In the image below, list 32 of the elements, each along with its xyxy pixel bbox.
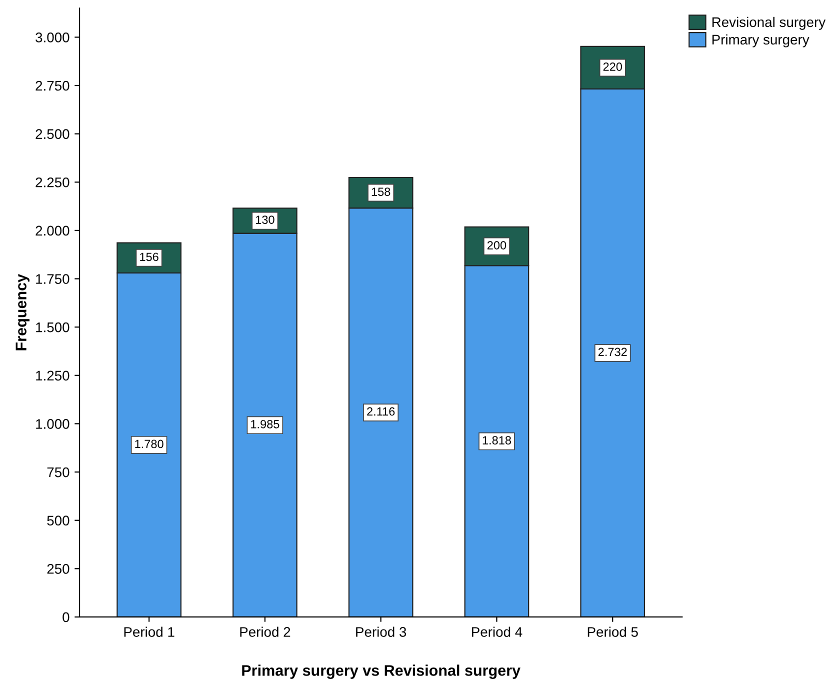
data-label: 200: [487, 241, 506, 250]
y-tick-label: 750: [47, 467, 70, 478]
x-tick-label: Period 3: [356, 626, 406, 637]
y-tick-label: 2.750: [36, 80, 70, 91]
data-label: 1.818: [482, 436, 511, 444]
y-tick-label: 1.750: [36, 274, 70, 284]
y-axis-title: Frequency: [16, 274, 30, 350]
y-tick-label: 250: [47, 564, 70, 574]
y-tick-label: 3.000: [36, 32, 70, 42]
data-label: 2.732: [598, 348, 627, 356]
data-label: 2.116: [367, 407, 395, 416]
y-tick-label: 500: [47, 516, 70, 526]
data-label: 220: [603, 62, 622, 71]
data-label: 1.985: [251, 420, 280, 428]
y-tick-label: 2.500: [36, 129, 70, 139]
x-axis-title: Primary surgery vs Revisional surgery: [242, 664, 520, 679]
data-label: 158: [372, 188, 390, 196]
data-label: 130: [256, 216, 274, 224]
y-tick-label: 2.000: [36, 226, 70, 236]
y-tick-label: 1.000: [36, 419, 70, 429]
y-tick-label: 1.250: [36, 370, 70, 381]
x-tick-label: Period 2: [240, 626, 290, 637]
y-tick-label: 1.500: [36, 322, 70, 332]
legend-label: Primary surgery: [712, 34, 810, 48]
x-tick-label: Period 4: [472, 626, 522, 637]
data-label: 1.780: [135, 440, 164, 448]
x-tick-label: Period 1: [124, 626, 174, 637]
y-tick-label: 0: [62, 612, 70, 622]
data-label: 156: [140, 252, 158, 262]
legend-label: Revisional surgery: [712, 16, 826, 30]
x-tick-label: Period 5: [588, 626, 638, 637]
y-tick-label: 2.250: [36, 177, 70, 188]
